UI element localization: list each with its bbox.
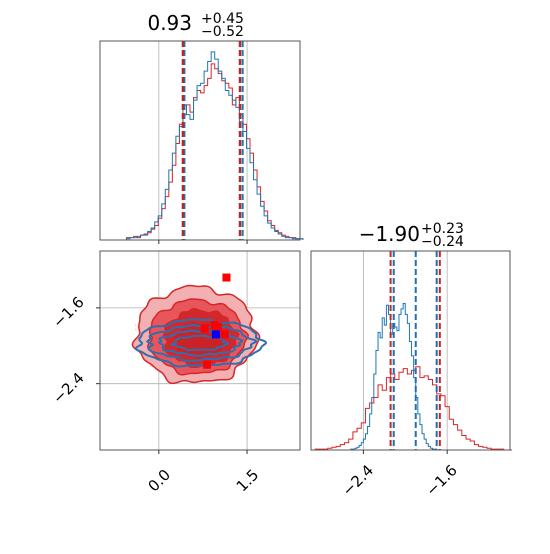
histogram-series [311,366,513,451]
marker-red [222,273,231,282]
title-bottom-right-upper: +0.23 [421,221,464,237]
title-top-left: 0.93 +0.45 −0.52 [147,11,243,40]
panel-top-left-histogram [99,40,304,244]
title-bottom-right-lower: −0.24 [421,234,464,250]
x-tick-label: −2.4 [339,461,377,499]
panel-bottom-left-2d: 0.0 1.5 −1.6 −2.4 [49,250,301,496]
title-bottom-right: −1.90 +0.23 −0.24 [359,221,464,250]
x-tick-label: −1.6 [422,461,460,499]
histogram-series [125,63,304,240]
panel-bottom-right-histogram: −2.4 −1.6 [310,250,513,500]
axes-frame [99,250,301,451]
axes-frame [99,40,301,241]
scatter-dot [134,328,137,331]
axes-frame [310,250,511,451]
title-top-left-value: 0.93 [147,11,192,35]
marker-red [213,322,222,331]
x-tick-label: 0.0 [144,466,174,496]
contour-blue-mid [146,324,258,362]
contour-blue-outer [134,318,268,368]
marker-red [203,360,212,369]
y-tick-label: −2.4 [49,369,87,407]
contour-blue-inner [158,329,244,357]
marker-blue [211,330,220,339]
marker-red [220,330,229,339]
scatter-dot [134,323,137,326]
y-tick-label: −1.6 [49,293,87,331]
marker-red [200,324,209,333]
title-top-left-lower: −0.52 [201,24,244,40]
x-tick-label: 1.5 [233,466,263,496]
histogram-series [125,51,304,240]
histogram-series [311,302,510,451]
title-top-left-upper: +0.45 [201,11,244,27]
scatter-dot [149,364,152,367]
title-bottom-right-value: −1.90 [359,222,420,246]
